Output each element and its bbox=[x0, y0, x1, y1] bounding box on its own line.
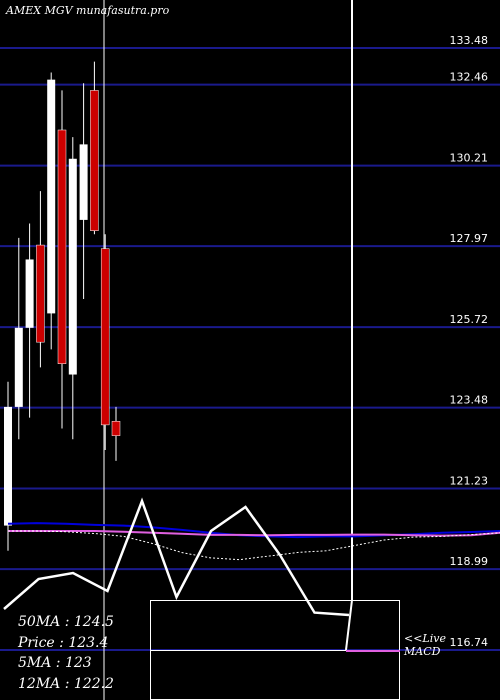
y-tick-label: 133.48 bbox=[450, 34, 489, 47]
candle-body bbox=[36, 244, 45, 343]
candle-body bbox=[111, 421, 121, 436]
ma-line-12ma bbox=[8, 530, 500, 537]
y-tick-label: 130.21 bbox=[450, 152, 489, 165]
chart-title: AMEX MGV munafasutra.pro bbox=[6, 4, 170, 17]
live-label: <<Live bbox=[404, 632, 446, 645]
y-tick-label: 116.74 bbox=[450, 636, 489, 649]
live-macd-label[interactable]: <<Live MACD bbox=[404, 632, 446, 658]
candle-body bbox=[47, 79, 56, 314]
macd-divider bbox=[150, 650, 400, 651]
ma-line-5ma bbox=[8, 530, 500, 561]
y-tick-label: 118.99 bbox=[450, 555, 489, 568]
macd-label: MACD bbox=[404, 645, 441, 658]
momentum-line bbox=[3, 497, 350, 617]
stat-ma50: 50MA : 124.5 bbox=[18, 614, 114, 630]
candle-body bbox=[79, 144, 88, 220]
stat-ma5: 5MA : 123 bbox=[18, 655, 92, 671]
current-marker-tail bbox=[345, 599, 353, 651]
stats-panel: 50MA : 124.5 Price : 123.4 5MA : 123 12M… bbox=[18, 612, 114, 694]
candle-body bbox=[68, 158, 77, 375]
candle-body bbox=[4, 406, 12, 526]
candle-body bbox=[100, 248, 110, 426]
y-tick-label: 127.97 bbox=[450, 232, 489, 245]
macd-signal-line bbox=[346, 650, 400, 652]
candle-body bbox=[90, 90, 99, 231]
y-tick-label: 121.23 bbox=[450, 475, 489, 488]
candle-body bbox=[25, 259, 34, 328]
stat-price: Price : 123.4 bbox=[18, 634, 109, 651]
candle-body bbox=[57, 129, 67, 364]
stat-ma12: 12MA : 122.2 bbox=[18, 675, 114, 692]
y-tick-label: 123.48 bbox=[450, 394, 489, 407]
candle-body bbox=[14, 327, 23, 407]
y-tick-label: 125.72 bbox=[450, 313, 489, 326]
y-tick-label: 132.46 bbox=[450, 71, 489, 84]
